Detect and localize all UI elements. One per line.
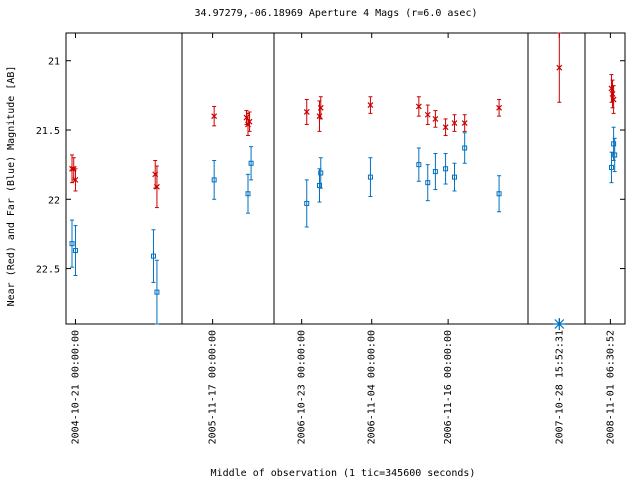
far-point-marker [432,169,438,175]
x-tick-label: 2006-11-04 00:00:00 [367,330,378,444]
far-point-marker [612,152,618,158]
y-tick-label: 22.5 [36,265,60,276]
near-point-marker [211,113,218,120]
panel-2: 2005-11-17 00:00:00 [181,33,254,444]
plot-frame [65,32,626,325]
x-tick-label: 2005-11-17 00:00:00 [208,330,219,444]
near-point-marker [442,124,449,131]
x-tick-label: 2004-10-21 00:00:00 [70,330,81,444]
far-point-marker [304,200,310,206]
x-tick-label: 2006-10-23 00:00:00 [297,330,308,444]
far-point-marker [69,241,75,247]
near-point-marker [424,111,431,118]
far-point-marker [318,170,324,176]
panel-1: 2004-10-21 00:00:00 [69,33,160,444]
x-tick-label: 2007-10-28 15:52:31 [554,330,565,444]
plot-layer: 21 21.5 22 22.5 2004-10-21 00:00:00 2005-11-1… [36,32,626,444]
far-point-marker [72,248,78,254]
far-point-marker [211,177,217,183]
near-point-marker [461,120,468,126]
near-point-marker [496,104,502,111]
far-point-marker [611,141,617,147]
panel-3: 2006-10-23 00:00:00 2006-11-04 00:00:00 20… [273,33,502,444]
far-point-marker [425,180,431,186]
outlier-far-marker [553,318,566,330]
far-point-marker [416,162,422,168]
far-point-marker [462,145,468,151]
far-point-marker [248,160,254,166]
x-axis-label: Middle of observation (1 tic=345600 seco… [211,468,476,479]
near-point-marker [246,118,253,125]
far-point-marker [496,191,502,197]
near-point-marker [317,104,324,111]
far-point-marker [316,182,322,188]
near-point-marker [432,115,439,122]
near-point-marker [415,103,422,110]
near-point-marker [154,183,160,190]
near-point-marker [556,64,563,71]
y-tick-label: 21.5 [36,126,60,137]
near-point-marker [367,102,374,108]
near-point-marker [609,91,616,97]
far-point-marker [150,253,156,259]
near-point-marker [610,96,617,103]
panel-4: 2007-10-28 15:52:31 [527,32,566,444]
far-point-marker [443,166,449,172]
near-point-marker [451,120,458,126]
far-point-marker [608,164,614,170]
panel-5: 2008-11-01 06:30:52 [584,33,618,444]
far-point-marker [245,191,251,197]
y-tick-label: 21 [48,57,60,68]
y-axis-label: Near (Red) and Far (Blue) Magnitude [AB] [6,66,17,307]
chart-title: 34.97279,-06.18969 Aperture 4 Mags (r=6.… [195,8,478,19]
far-point-marker [451,174,457,180]
far-point-marker [154,289,160,295]
far-point-marker [367,174,373,180]
y-tick-label: 22 [48,195,60,206]
near-point-marker [303,109,310,115]
near-point-marker [72,176,79,183]
x-tick-label: 2008-11-01 06:30:52 [605,330,616,444]
x-tick-label: 2006-11-16 00:00:00 [443,330,454,444]
